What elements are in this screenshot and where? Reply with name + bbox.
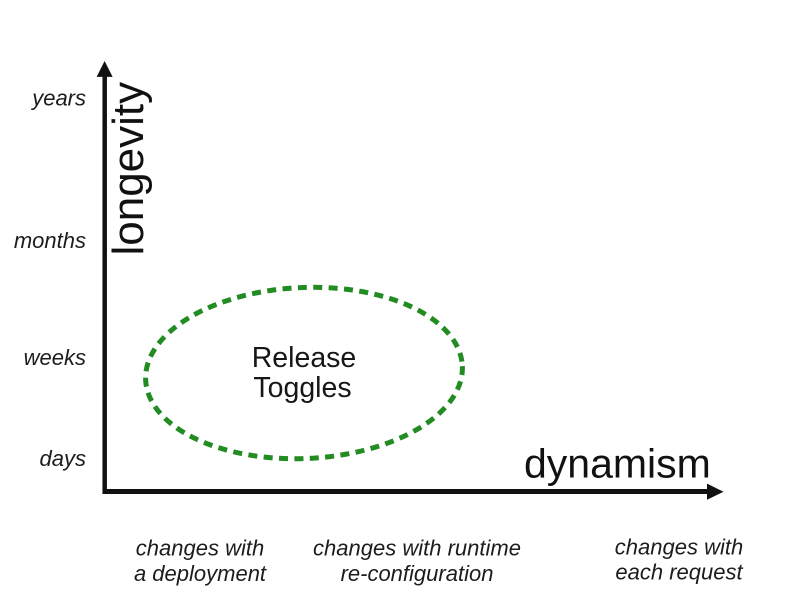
svg-text:days: days <box>40 446 86 471</box>
svg-text:Release: Release <box>252 342 357 374</box>
svg-text:a deployment: a deployment <box>134 561 267 586</box>
svg-text:changes with: changes with <box>615 535 743 560</box>
svg-text:longevity: longevity <box>104 82 153 256</box>
svg-text:months: months <box>14 228 86 253</box>
svg-text:dynamism: dynamism <box>524 441 711 487</box>
svg-text:changes with runtime: changes with runtime <box>313 536 521 561</box>
svg-text:years: years <box>30 86 86 111</box>
svg-text:each request: each request <box>615 560 743 585</box>
svg-text:re-configuration: re-configuration <box>341 561 494 586</box>
svg-text:changes with: changes with <box>136 536 264 561</box>
svg-text:weeks: weeks <box>24 345 86 370</box>
svg-text:Toggles: Toggles <box>253 372 351 404</box>
